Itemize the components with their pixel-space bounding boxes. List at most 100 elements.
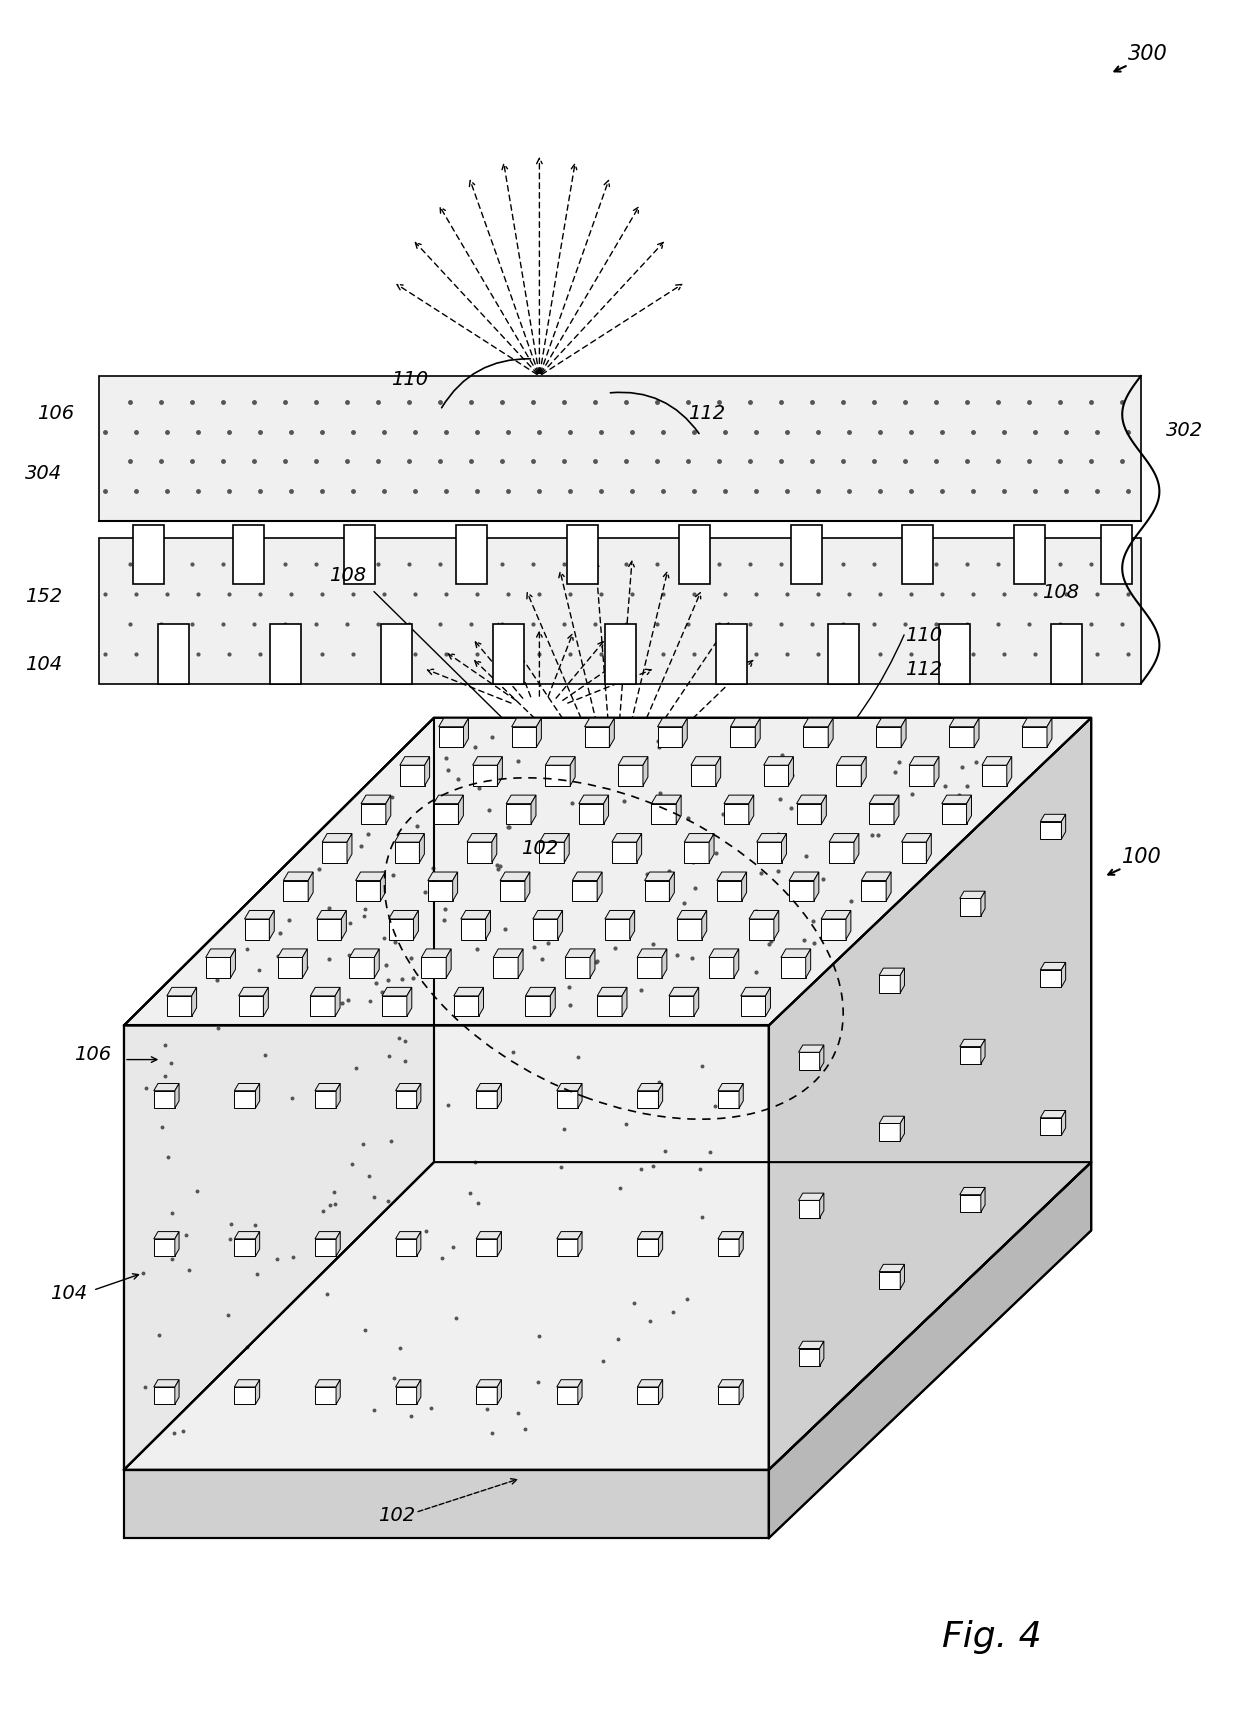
Polygon shape [781, 948, 811, 957]
Polygon shape [764, 766, 789, 786]
Polygon shape [322, 843, 347, 863]
Polygon shape [637, 1084, 662, 1090]
Polygon shape [981, 1039, 985, 1065]
Polygon shape [950, 726, 975, 747]
Bar [456, 525, 486, 584]
Polygon shape [862, 757, 867, 786]
Polygon shape [677, 911, 707, 919]
Text: 110: 110 [905, 625, 942, 644]
Polygon shape [837, 757, 867, 766]
Polygon shape [730, 726, 755, 747]
Polygon shape [682, 718, 687, 747]
Polygon shape [820, 1193, 823, 1219]
Polygon shape [742, 872, 746, 901]
Polygon shape [546, 757, 575, 766]
Polygon shape [394, 843, 419, 863]
Polygon shape [869, 803, 894, 824]
Polygon shape [533, 911, 563, 919]
Polygon shape [407, 988, 412, 1017]
Polygon shape [821, 919, 846, 940]
Bar [1052, 624, 1081, 684]
Polygon shape [950, 718, 980, 726]
Bar [940, 624, 971, 684]
Polygon shape [154, 1232, 179, 1239]
Polygon shape [1040, 822, 1061, 839]
Polygon shape [887, 872, 892, 901]
Polygon shape [982, 757, 1012, 766]
Polygon shape [605, 911, 635, 919]
Polygon shape [570, 757, 575, 786]
Polygon shape [909, 757, 939, 766]
Text: 112: 112 [905, 660, 942, 678]
Polygon shape [934, 757, 939, 786]
Polygon shape [374, 948, 379, 978]
Polygon shape [388, 919, 413, 940]
Polygon shape [206, 948, 236, 957]
Polygon shape [335, 988, 340, 1017]
Polygon shape [494, 957, 518, 978]
Polygon shape [424, 757, 429, 786]
Polygon shape [584, 726, 609, 747]
Polygon shape [422, 948, 451, 957]
Polygon shape [605, 919, 630, 940]
Polygon shape [167, 996, 192, 1017]
Polygon shape [879, 967, 904, 976]
Polygon shape [154, 1239, 175, 1256]
Polygon shape [347, 834, 352, 863]
Text: 102: 102 [378, 1506, 415, 1524]
Polygon shape [255, 1379, 259, 1405]
Polygon shape [820, 1342, 823, 1365]
Polygon shape [755, 718, 760, 747]
Polygon shape [419, 834, 424, 863]
Bar [134, 525, 164, 584]
Polygon shape [960, 1046, 981, 1065]
Polygon shape [900, 967, 904, 993]
Polygon shape [590, 948, 595, 978]
Polygon shape [966, 795, 971, 824]
Polygon shape [573, 872, 603, 880]
Polygon shape [175, 1379, 179, 1405]
Polygon shape [356, 872, 386, 880]
Polygon shape [781, 834, 786, 863]
Polygon shape [718, 1388, 739, 1405]
Polygon shape [740, 988, 770, 996]
Polygon shape [718, 1090, 739, 1107]
Bar [567, 525, 598, 584]
Polygon shape [396, 1084, 420, 1090]
Polygon shape [533, 919, 558, 940]
Polygon shape [821, 795, 826, 824]
Polygon shape [422, 957, 446, 978]
Polygon shape [434, 795, 464, 803]
Polygon shape [461, 919, 486, 940]
Polygon shape [1022, 726, 1047, 747]
Polygon shape [879, 976, 900, 993]
Polygon shape [960, 1195, 981, 1212]
Polygon shape [558, 911, 563, 940]
Polygon shape [464, 718, 469, 747]
Polygon shape [637, 1388, 658, 1405]
Polygon shape [539, 843, 564, 863]
Text: 110: 110 [391, 369, 428, 388]
Polygon shape [154, 1090, 175, 1107]
Polygon shape [657, 718, 687, 726]
Polygon shape [734, 948, 739, 978]
Polygon shape [1040, 1111, 1065, 1118]
Polygon shape [399, 757, 429, 766]
Polygon shape [284, 872, 314, 880]
Text: 106: 106 [37, 403, 74, 422]
Polygon shape [497, 757, 502, 786]
Polygon shape [862, 880, 887, 901]
Polygon shape [417, 1232, 420, 1256]
Polygon shape [386, 795, 391, 824]
Polygon shape [584, 718, 614, 726]
Polygon shape [278, 957, 303, 978]
Polygon shape [439, 726, 464, 747]
Polygon shape [879, 1116, 904, 1123]
Text: 100: 100 [1122, 848, 1162, 866]
Polygon shape [500, 872, 529, 880]
Polygon shape [658, 1379, 662, 1405]
Polygon shape [637, 948, 667, 957]
Polygon shape [926, 834, 931, 863]
Polygon shape [820, 1044, 823, 1070]
Polygon shape [479, 988, 484, 1017]
